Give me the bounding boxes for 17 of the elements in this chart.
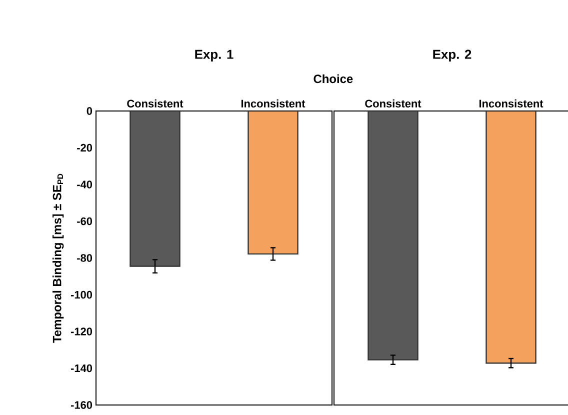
y-tick-label: -20 <box>77 144 92 152</box>
chart-title: Exp. 2 <box>433 50 472 62</box>
chart-title: Exp. 1 <box>195 50 234 62</box>
y-tick-label: -60 <box>77 217 92 226</box>
y-tick-label: 0 <box>86 107 92 115</box>
y-tick-label: -80 <box>77 254 92 262</box>
y-tick-label: -140 <box>70 364 92 372</box>
y-tick-label: -120 <box>70 328 92 336</box>
text: Choice <box>314 74 353 84</box>
y-tick-label: -100 <box>70 290 92 299</box>
x-tick-label: Inconsistent <box>241 99 306 108</box>
y-tick-label: -160 <box>70 401 92 409</box>
y-axis-title: Temporal Binding [ms] ± SE$_{PD}$ <box>52 174 64 343</box>
x-tick-label: Consistent <box>127 99 184 108</box>
x-tick-label: Inconsistent <box>479 99 544 108</box>
x-tick-label: Consistent <box>365 99 422 108</box>
y-tick-label: -40 <box>77 180 92 188</box>
